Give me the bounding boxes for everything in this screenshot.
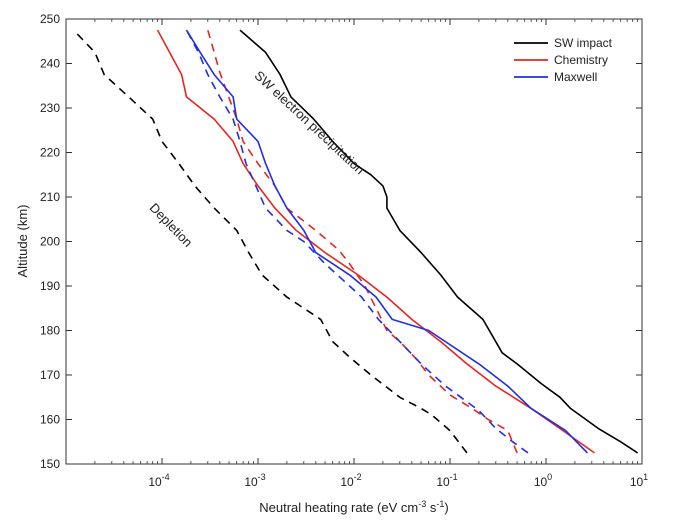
series-line-maxwell-solid bbox=[185, 29, 588, 454]
x-axis: 10-4 10-3 10-2 10-1 100 101 bbox=[94, 19, 648, 489]
x-tick-label: 10-4 bbox=[148, 472, 169, 489]
y-tick-label: 200 bbox=[40, 235, 60, 249]
legend-label: Chemistry bbox=[554, 53, 608, 67]
y-tick-label: 230 bbox=[40, 101, 60, 115]
x-tick-label: 10-3 bbox=[244, 472, 265, 489]
x-axis-label: Neutral heating rate (eV cm-3 s-1) bbox=[259, 499, 448, 515]
x-tick-label: 101 bbox=[630, 472, 648, 489]
y-tick-label: 210 bbox=[40, 190, 60, 204]
x-tick-label: 10-1 bbox=[436, 472, 457, 489]
y-tick-label: 250 bbox=[40, 12, 60, 26]
y-tick-label: 180 bbox=[40, 324, 60, 338]
legend-box bbox=[508, 30, 636, 92]
legend-label: Maxwell bbox=[554, 70, 597, 84]
series-line-chemistry-dashed bbox=[207, 29, 518, 454]
y-axis-label: Altitude (km) bbox=[15, 205, 30, 278]
plot-area bbox=[65, 18, 643, 465]
y-tick-label: 160 bbox=[40, 413, 60, 427]
legend-label: SW impact bbox=[554, 36, 613, 50]
x-tick-label: 100 bbox=[534, 472, 552, 489]
legend: SW impact Chemistry Maxwell bbox=[508, 30, 636, 92]
y-tick-label: 240 bbox=[40, 57, 60, 71]
y-tick-label: 150 bbox=[40, 457, 60, 471]
series-layer bbox=[73, 29, 639, 454]
y-tick-label: 220 bbox=[40, 146, 60, 160]
y-axis: 150 160 170 180 190 200 210 220 230 240 250 bbox=[40, 12, 642, 471]
series-line-sw-impact-solid bbox=[239, 29, 639, 454]
series-line-maxwell-dashed bbox=[185, 29, 529, 454]
x-tick-label: 10-2 bbox=[340, 472, 361, 489]
y-tick-label: 170 bbox=[40, 368, 60, 382]
series-line-depletion-dashed bbox=[73, 29, 468, 454]
y-tick-label: 190 bbox=[40, 279, 60, 293]
